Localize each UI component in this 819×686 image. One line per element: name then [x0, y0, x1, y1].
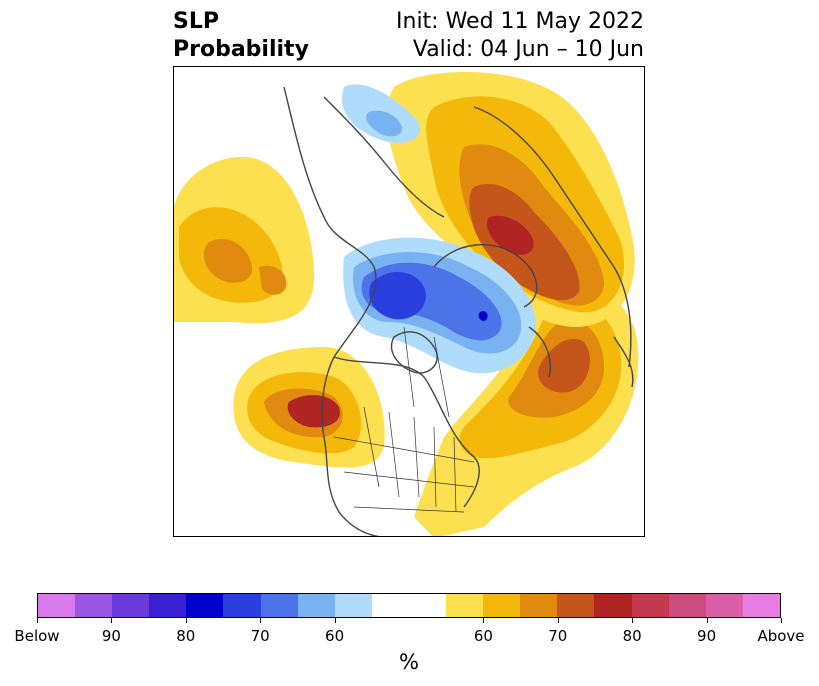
anomaly-alaska-blue-65 [366, 110, 403, 137]
anomaly-atlantic-75 [538, 338, 590, 393]
colorbar-segment [483, 594, 521, 617]
colorbar-segment [297, 594, 335, 617]
anomaly-westcoast-80 [287, 395, 340, 428]
colorbar-tickmark [260, 618, 262, 623]
map-canvas [174, 72, 639, 536]
colorbar-tickmark [557, 618, 559, 623]
colorbar-tickmark [781, 618, 782, 623]
colorbar-tickmark [37, 618, 38, 623]
colorbar-segment [75, 594, 113, 617]
init-date: Init: Wed 11 May 2022 [396, 9, 644, 34]
anomaly-arctic-blue-80 [478, 311, 488, 321]
colorbar-segment [112, 594, 150, 617]
map-title-left: SLP Probability [173, 8, 309, 64]
colorbar-segment [408, 594, 447, 617]
colorbar-segment [186, 594, 224, 617]
valid-range: Valid: 04 Jun – 10 Jun [412, 37, 644, 62]
colorbar-segment [631, 594, 669, 617]
colorbar-tick-label: Above [757, 627, 805, 645]
colorbar-segment [557, 594, 595, 617]
colorbar-segment [668, 594, 706, 617]
colorbar-segment [149, 594, 187, 617]
colorbar-tick-label: 60 [473, 627, 493, 645]
colorbar-tick-label: 70 [250, 627, 270, 645]
colorbar-segment [446, 594, 484, 617]
colorbar-segment [223, 594, 261, 617]
anomaly-pacific-70 [203, 238, 253, 283]
colorbar-tick-label: 90 [697, 627, 717, 645]
colorbar-unit-label: % [399, 650, 419, 674]
title-variable: SLP [173, 9, 219, 34]
colorbar-tick-label: 90 [101, 627, 121, 645]
coastline-outlines [283, 86, 634, 536]
anomaly-siberia-80 [486, 215, 534, 255]
colorbar-tick-label: 70 [548, 627, 568, 645]
colorbar-segment [38, 594, 76, 617]
title-product: Probability [173, 37, 309, 62]
colorbar-tickmark [185, 618, 187, 623]
colorbar-tickmark [706, 618, 708, 623]
colorbar-tick-label: 80 [176, 627, 196, 645]
colorbar-tick-label: 60 [325, 627, 345, 645]
colorbar-tick-label: Below [14, 627, 60, 645]
anomaly-pacific-70b [259, 265, 287, 295]
political-borders [333, 326, 475, 513]
probability-map [173, 66, 645, 537]
colorbar-tickmark [632, 618, 634, 623]
colorbar-segment [520, 594, 558, 617]
colorbar-segment [705, 594, 743, 617]
colorbar-tick-label: 80 [622, 627, 642, 645]
colorbar-segment [334, 594, 372, 617]
colorbar-tickmark [483, 618, 485, 623]
colorbar-tickmark [111, 618, 113, 623]
colorbar-segment [371, 594, 409, 617]
probability-colorbar [37, 593, 781, 618]
colorbar-segment [742, 594, 780, 617]
colorbar-segment [260, 594, 298, 617]
map-title-right: Init: Wed 11 May 2022 Valid: 04 Jun – 10… [396, 8, 644, 64]
anomaly-arctic-blue-75 [369, 271, 426, 320]
colorbar-segment [594, 594, 632, 617]
colorbar-tickmark [334, 618, 336, 623]
